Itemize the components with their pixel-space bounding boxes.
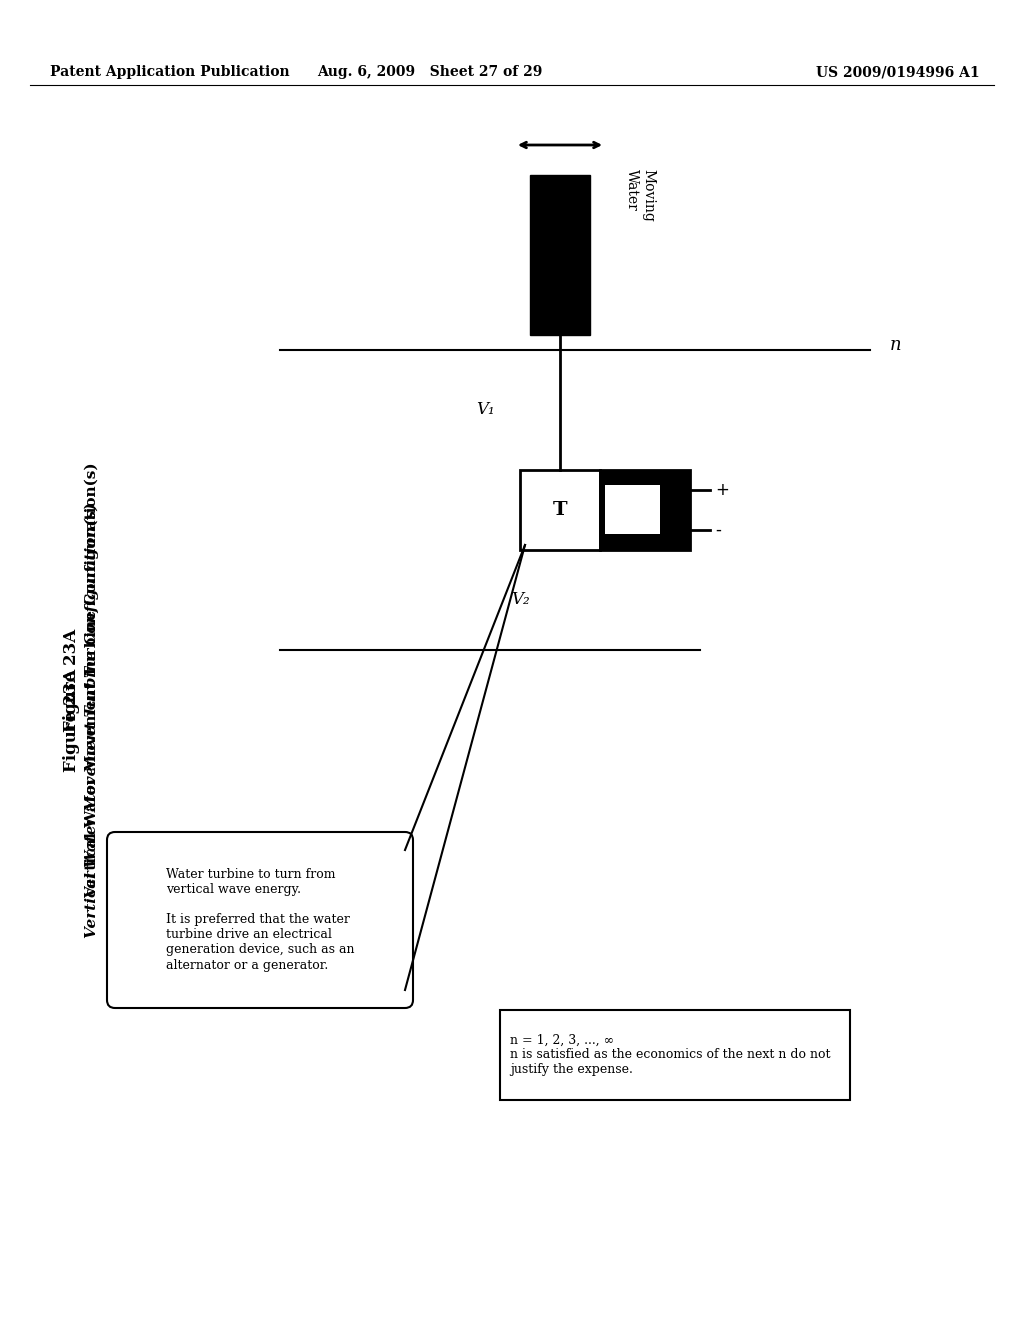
Text: Vertical Water Movement Turbine Configuration(s): Vertical Water Movement Turbine Configur… [85,502,99,937]
Text: n = 1, 2, 3, ..., ∞
n is satisfied as the economics of the next n do not
justify: n = 1, 2, 3, ..., ∞ n is satisfied as th… [510,1034,830,1077]
Bar [500,1010,850,1100]
Text: V₂: V₂ [511,591,530,609]
Text: Water turbine to turn from
vertical wave energy.

It is preferred that the water: Water turbine to turn from vertical wave… [166,869,354,972]
Bar [520,470,600,550]
Text: Aug. 6, 2009   Sheet 27 of 29: Aug. 6, 2009 Sheet 27 of 29 [317,65,543,79]
Text: +: + [715,480,729,499]
Bar [600,470,690,550]
Bar [605,510,660,535]
Text: n: n [890,337,901,354]
Text: Figure 23A: Figure 23A [63,628,81,731]
Bar [530,176,590,335]
Text: -: - [715,521,721,539]
Text: V₁: V₁ [476,401,495,418]
Text: T: T [553,502,567,519]
Text: Patent Application Publication: Patent Application Publication [50,65,290,79]
Text: US 2009/0194996 A1: US 2009/0194996 A1 [816,65,980,79]
Text: Moving
Water: Moving Water [625,169,655,222]
Text: Figure 23A: Figure 23A [63,668,81,772]
Bar [605,484,660,510]
FancyBboxPatch shape [106,832,413,1008]
Text: Vertical Water Movement Turbine Configuration(s): Vertical Water Movement Turbine Configur… [85,462,99,898]
